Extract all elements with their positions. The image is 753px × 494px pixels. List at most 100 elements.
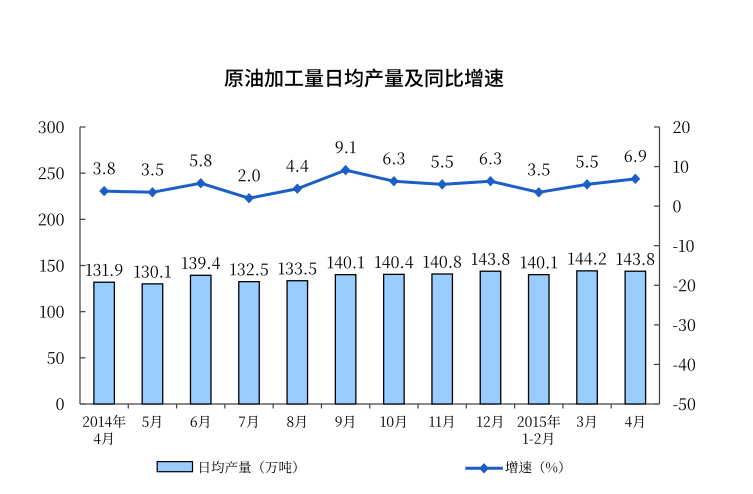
glyph-月	[542, 432, 553, 445]
line-marker-1	[147, 187, 158, 198]
glyph-.	[248, 179, 251, 182]
category-label-line1	[287, 415, 306, 428]
glyph-万	[265, 461, 278, 474]
line-value-label	[431, 155, 453, 168]
line-marker-9	[533, 187, 544, 198]
glyph-1	[230, 263, 237, 276]
line-marker-8	[485, 176, 496, 187]
glyph-2	[483, 416, 491, 427]
glyph-4	[93, 433, 101, 445]
glyph-.	[441, 165, 444, 168]
glyph-8	[502, 252, 510, 266]
right-axis-tick-label	[673, 121, 690, 134]
glyph-2	[679, 279, 687, 292]
glyph-.	[353, 266, 356, 269]
glyph-9	[335, 416, 342, 428]
glyph-2	[673, 121, 681, 133]
line-marker-10	[582, 179, 592, 190]
glyph-.	[392, 162, 395, 165]
glyph-5	[445, 155, 453, 168]
category-label-7	[429, 415, 454, 428]
glyph-9	[335, 141, 343, 154]
line-value-label	[286, 159, 309, 173]
glyph-1	[616, 253, 623, 265]
glyph-月	[198, 415, 210, 428]
glyph--	[673, 326, 678, 327]
right-axis-tick-label	[673, 160, 689, 173]
glyph-1	[278, 262, 285, 275]
right-axis-tick-label	[673, 358, 696, 371]
glyph-1	[380, 416, 386, 427]
glyph--	[673, 365, 678, 367]
glyph-4	[624, 416, 632, 428]
bar-value-label	[423, 255, 462, 268]
glyph-量	[238, 461, 251, 474]
bar-4	[286, 280, 309, 405]
category-label-line1	[624, 415, 644, 428]
bar-value-label	[520, 256, 558, 269]
category-label-5	[335, 415, 354, 428]
bar-value-label	[230, 263, 268, 276]
left-axis-tick-label	[38, 121, 64, 134]
glyph-（	[260, 460, 265, 474]
line-series	[104, 168, 636, 200]
glyph-3	[285, 262, 293, 275]
glyph-1	[520, 256, 527, 269]
glyph-月	[442, 415, 454, 428]
right-axis-tick-label	[673, 398, 696, 411]
glyph-1	[551, 256, 558, 269]
glyph-4	[300, 159, 309, 173]
glyph-2	[598, 252, 607, 265]
glyph-3	[93, 263, 101, 277]
glyph-同	[425, 69, 443, 88]
bar-value-label	[616, 252, 655, 266]
glyph-5	[47, 352, 55, 365]
bar-value-label	[471, 252, 510, 266]
glyph-1	[165, 265, 171, 278]
glyph-1	[358, 256, 364, 269]
glyph-4	[584, 252, 593, 265]
line-value-label	[576, 155, 598, 168]
left-axis-tick-label	[38, 213, 64, 226]
glyph-.	[449, 265, 452, 268]
legend-line-label	[505, 460, 563, 474]
glyph-3	[678, 318, 686, 332]
glyph-月	[394, 415, 406, 428]
glyph-工	[284, 70, 304, 86]
category-label-line1	[576, 415, 596, 428]
glyph-3	[93, 162, 101, 175]
category-label-line2	[523, 432, 553, 445]
glyph-4	[405, 256, 414, 269]
bar-11	[624, 270, 647, 405]
line-marker-4	[292, 183, 303, 194]
glyph-7	[238, 416, 246, 427]
glyph-2	[38, 213, 46, 226]
glyph-月	[101, 432, 113, 445]
glyph-4	[623, 253, 632, 266]
glyph-2	[246, 263, 254, 276]
glyph-月	[294, 415, 306, 428]
glyph-1	[477, 416, 483, 427]
glyph-3	[237, 263, 245, 276]
glyph-4	[286, 159, 295, 173]
category-label-4	[287, 415, 306, 428]
bar-3	[238, 281, 260, 405]
bar-value-label	[568, 252, 607, 265]
glyph-及	[404, 69, 424, 88]
glyph-1	[40, 305, 46, 318]
glyph-1	[673, 160, 680, 173]
axes	[79, 126, 661, 409]
bar-2	[189, 274, 212, 405]
glyph-月	[584, 415, 596, 428]
glyph-1	[182, 257, 188, 269]
glyph-1	[350, 141, 356, 154]
bar-10	[576, 270, 598, 405]
category-label-0	[83, 414, 126, 445]
glyph-1	[423, 255, 430, 268]
glyph-3	[189, 256, 197, 270]
glyph-）	[558, 460, 563, 474]
left-axis-tick-label	[38, 167, 64, 180]
glyph-.	[304, 272, 307, 275]
glyph-6	[479, 152, 488, 165]
